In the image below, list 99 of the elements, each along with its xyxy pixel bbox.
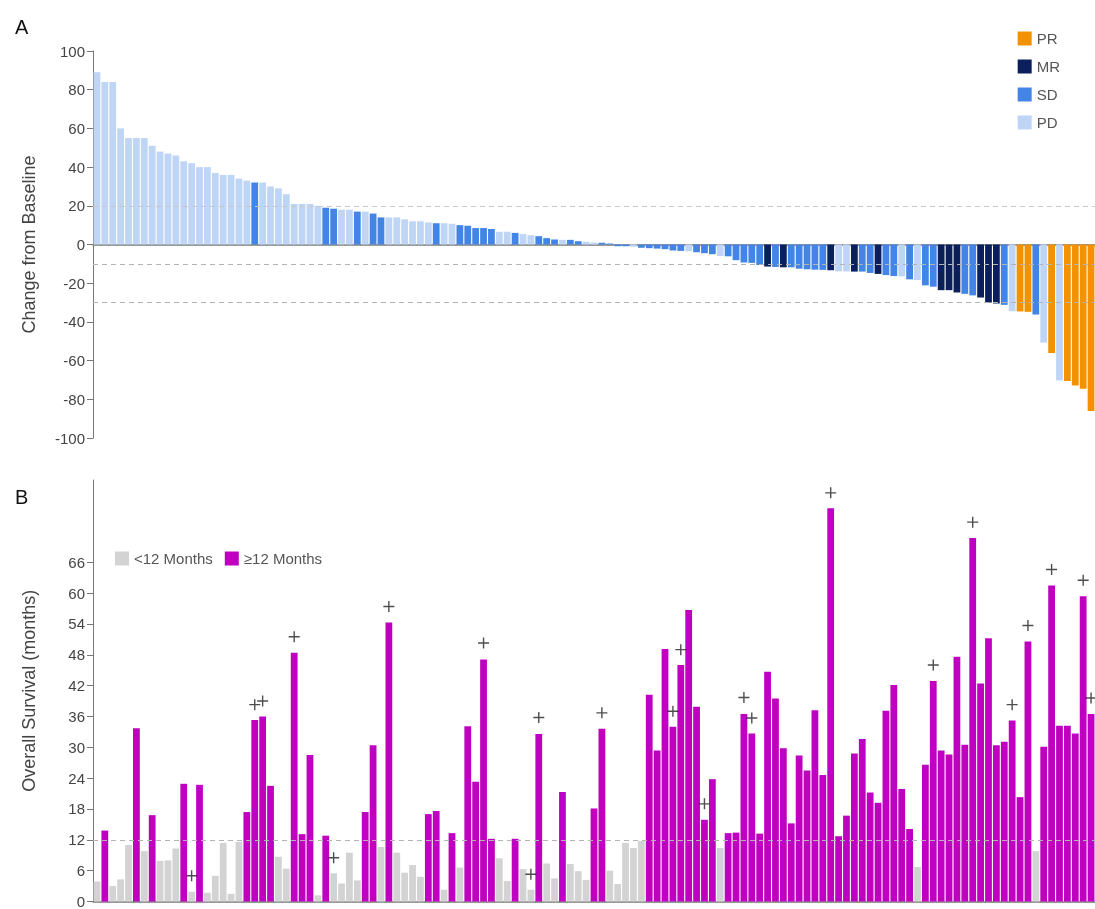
point xyxy=(698,797,711,811)
bar xyxy=(385,622,393,902)
bar xyxy=(779,244,787,268)
bar xyxy=(511,232,519,245)
bar xyxy=(898,244,906,277)
bar xyxy=(180,783,188,902)
bar xyxy=(716,848,724,902)
point xyxy=(737,691,751,704)
y-tick-label: -60 xyxy=(63,352,85,370)
bar xyxy=(716,244,724,256)
y-tick-label: 12 xyxy=(68,831,85,849)
legend-label: MR xyxy=(1036,58,1061,75)
point xyxy=(745,711,758,725)
bar xyxy=(133,728,140,902)
y-tick-label: 80 xyxy=(68,81,85,99)
point xyxy=(666,705,680,718)
bar xyxy=(1056,244,1063,381)
bar xyxy=(1032,244,1040,315)
y-tick-label: 54 xyxy=(68,615,85,633)
y-tick-label: -80 xyxy=(63,390,85,408)
point xyxy=(966,515,979,529)
y-tick-label: 42 xyxy=(68,677,85,695)
point xyxy=(1021,619,1035,632)
y-tick-label: 24 xyxy=(68,769,85,787)
legend-label: PD xyxy=(1036,114,1058,131)
point xyxy=(1084,691,1095,705)
bar xyxy=(353,211,361,245)
bar xyxy=(1048,244,1055,354)
point xyxy=(382,600,396,613)
bar xyxy=(314,895,322,902)
chart-title: A xyxy=(15,16,29,38)
y-tick-label: 66 xyxy=(68,553,85,571)
legend-label: <12 Months xyxy=(134,550,213,567)
point xyxy=(674,643,687,656)
bar xyxy=(914,244,921,281)
y-axis-title: Overall Survival (months) xyxy=(19,589,39,792)
y-tick-label: 20 xyxy=(68,197,85,215)
y-tick-label: 40 xyxy=(68,158,85,176)
bar xyxy=(196,784,203,902)
bar xyxy=(1000,244,1008,305)
point xyxy=(248,698,261,711)
bar xyxy=(448,223,456,245)
bar xyxy=(251,182,259,245)
y-tick-label: 100 xyxy=(59,42,85,60)
point xyxy=(287,630,301,643)
point xyxy=(824,486,837,500)
bar xyxy=(535,733,543,902)
point xyxy=(1076,574,1090,587)
bar xyxy=(1040,244,1048,343)
legend-label: ≥12 Months xyxy=(243,550,323,567)
point xyxy=(927,658,940,672)
bar xyxy=(827,244,835,271)
bar xyxy=(432,223,440,245)
bar xyxy=(1032,851,1040,902)
bar xyxy=(906,244,913,280)
point xyxy=(1045,563,1058,576)
y-tick-label: 0 xyxy=(76,236,85,253)
bar xyxy=(440,889,448,902)
bar xyxy=(456,867,464,902)
y-tick-label: 30 xyxy=(68,738,85,756)
legend-label: SD xyxy=(1036,86,1058,103)
bar xyxy=(188,891,196,902)
y-tick-label: 48 xyxy=(68,646,85,664)
bar xyxy=(148,815,156,902)
bar xyxy=(685,244,693,252)
bar xyxy=(914,867,921,902)
point xyxy=(477,636,490,650)
point xyxy=(595,706,609,720)
point xyxy=(256,694,269,708)
bar xyxy=(440,223,448,245)
y-tick-label: -40 xyxy=(63,313,85,331)
point xyxy=(327,851,340,865)
y-tick-label: 60 xyxy=(68,584,85,602)
chart-title: B xyxy=(15,486,29,508)
y-tick-label: 60 xyxy=(68,119,85,137)
y-tick-label: 36 xyxy=(68,707,85,725)
bar xyxy=(1008,244,1016,312)
point xyxy=(185,869,198,882)
bar xyxy=(772,244,779,267)
bar xyxy=(93,881,101,902)
point xyxy=(532,711,545,724)
bar xyxy=(322,835,330,902)
bar xyxy=(850,244,858,272)
y-tick-label: 6 xyxy=(76,862,85,880)
point xyxy=(524,868,538,881)
bar xyxy=(764,244,771,267)
bar xyxy=(559,792,566,902)
point xyxy=(1005,698,1019,711)
bar xyxy=(559,239,566,245)
y-axis-title: Change from Baseline xyxy=(19,155,39,334)
y-tick-label: -20 xyxy=(63,274,85,292)
y-tick-label: 18 xyxy=(68,800,85,818)
bar xyxy=(361,211,369,245)
y-tick-label: -100 xyxy=(54,429,85,447)
bar xyxy=(101,830,109,902)
bar xyxy=(140,851,148,902)
bar xyxy=(377,217,385,245)
legend-label: PR xyxy=(1036,30,1058,47)
y-tick-label: 0 xyxy=(76,893,85,909)
